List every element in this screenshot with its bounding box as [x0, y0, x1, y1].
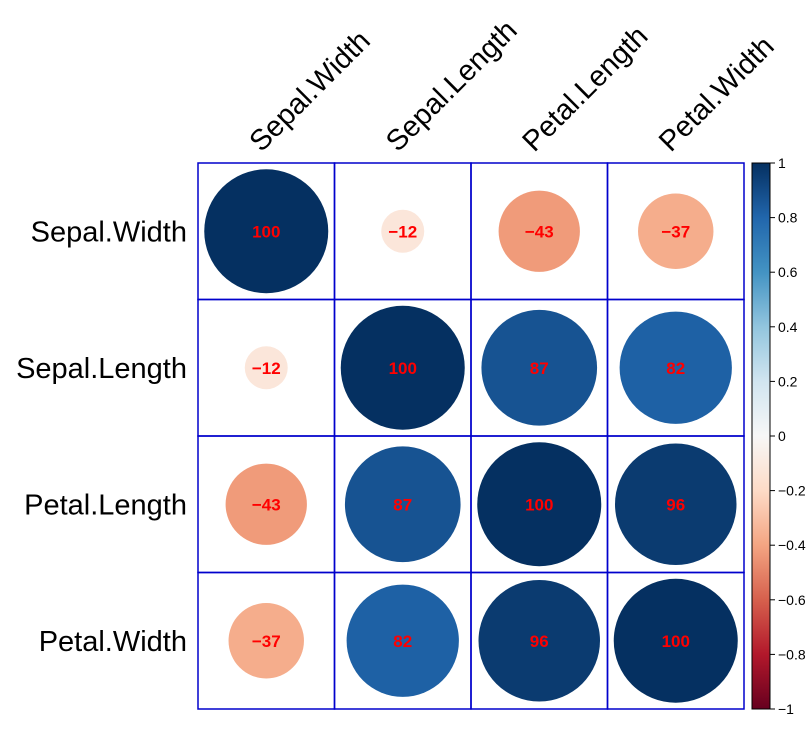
correlation-value-label: −43 [252, 495, 281, 514]
correlation-circle [225, 463, 307, 545]
row-label-sepal-width: Sepal.Width [31, 216, 187, 248]
colorbar-tick-label: 0 [778, 428, 786, 444]
column-label-sepal-width: Sepal.Width [244, 25, 377, 158]
colorbar-tick-label: −0.6 [778, 592, 806, 608]
correlation-circle [477, 442, 602, 567]
color-legend: 1 0.8 0.6 0.4 0.2 0 −0.2 −0.4 −0.6 −0.8 −1 [751, 155, 806, 717]
correlation-circle [481, 309, 598, 426]
colorbar-tick-label: −0.2 [778, 483, 806, 499]
correlation-circle [340, 305, 465, 430]
correlation-value-label: −12 [252, 359, 281, 378]
colorbar-tick-label: −1 [778, 701, 794, 717]
correlation-value-label: 100 [389, 359, 417, 378]
colorbar-tick-label: −0.4 [778, 537, 806, 553]
correlation-circle [204, 169, 329, 294]
correlation-circle [228, 603, 304, 679]
correlation-value-label: −43 [525, 222, 554, 241]
colorbar-tick-label: 1 [778, 155, 786, 171]
correlation-value-label: 82 [666, 359, 685, 378]
correlation-matrix: 100 −12 −43 −37 −12 100 87 82 −43 87 100 96 −37 82 96 1… [197, 162, 745, 710]
colorbar-tick-label: 0.8 [778, 210, 798, 226]
column-label-sepal-length: Sepal.Length [380, 14, 523, 157]
row-label-petal-length: Petal.Length [24, 489, 187, 521]
correlation-value-label: 82 [393, 632, 412, 651]
colorbar-tick-label: 0.2 [778, 373, 798, 389]
correlation-circle [613, 578, 738, 703]
column-label-petal-width: Petal.Width [653, 30, 780, 157]
correlation-circle [619, 311, 732, 424]
correlation-value-label: 96 [666, 495, 685, 514]
correlation-value-label: 100 [525, 495, 553, 514]
correlation-circle [381, 209, 425, 253]
correlation-circle [615, 443, 737, 565]
matrix-cell [606, 571, 745, 710]
correlation-value-label: 96 [530, 632, 549, 651]
colorbar-tick-label: −0.8 [778, 646, 806, 662]
colorbar-tick-label: 0.4 [778, 319, 798, 335]
correlation-value-label: 87 [530, 359, 549, 378]
correlation-value-label: −37 [661, 222, 690, 241]
correlation-value-label: 100 [662, 632, 690, 651]
correlation-circle [346, 584, 459, 697]
colorbar-tick-label: 0.6 [778, 264, 798, 280]
correlation-circle [244, 346, 288, 390]
correlation-circle [344, 446, 461, 563]
correlation-circle [638, 193, 714, 269]
correlation-value-label: 87 [393, 495, 412, 514]
correlation-value-label: −12 [388, 222, 417, 241]
correlation-circle [498, 190, 580, 272]
correlation-circle [478, 580, 600, 702]
column-label-petal-length: Petal.Length [517, 20, 655, 158]
row-label-sepal-length: Sepal.Length [16, 353, 187, 385]
column-labels: Sepal.Width Sepal.LengthPetal.LengthPetal… [244, 14, 781, 157]
colorbar-gradient [751, 162, 771, 710]
row-labels: Sepal.Width Sepal.Length Petal.Length Petal… [16, 216, 187, 658]
correlation-value-label: −37 [252, 632, 281, 651]
row-label-petal-width: Petal.Width [39, 626, 187, 658]
correlation-value-label: 100 [252, 222, 280, 241]
